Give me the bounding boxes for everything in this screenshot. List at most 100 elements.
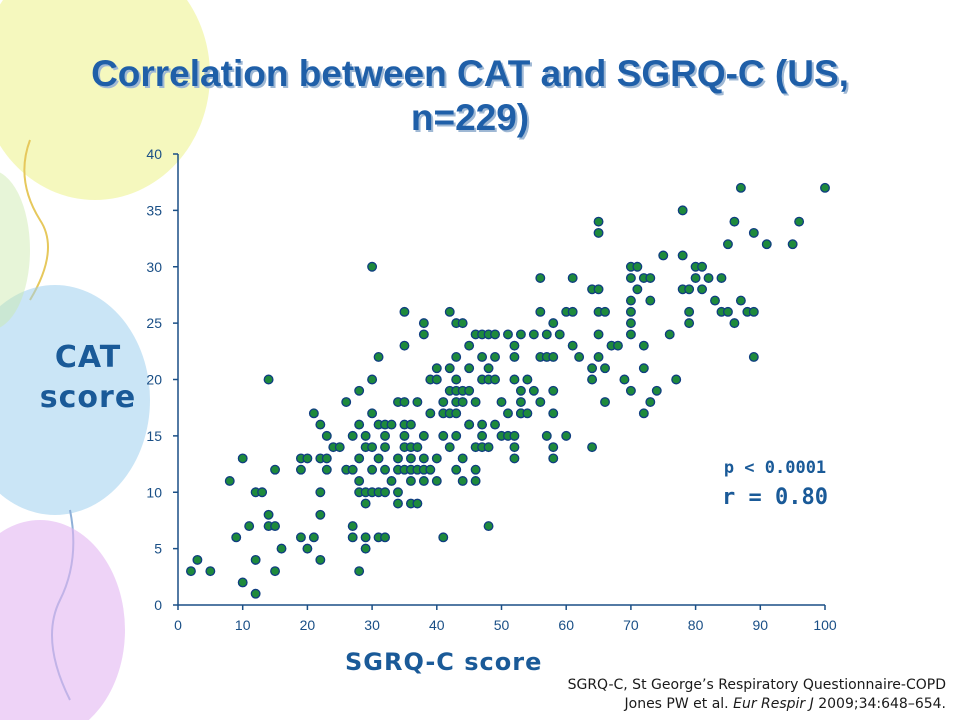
data-point [593, 284, 604, 295]
data-point [748, 306, 759, 317]
data-point [315, 419, 326, 430]
data-point [509, 430, 520, 441]
data-point [360, 498, 371, 509]
data-point [684, 284, 695, 295]
x-tick-label: 80 [688, 617, 704, 633]
data-point [354, 419, 365, 430]
data-point [490, 352, 500, 362]
data-point [541, 430, 552, 441]
data-point [380, 464, 390, 475]
data-point [535, 273, 546, 283]
citation-details: 2009;34:648–654. [818, 696, 946, 712]
data-point [477, 419, 488, 430]
data-point [748, 352, 759, 362]
data-point [522, 408, 533, 419]
data-point [671, 374, 682, 385]
citation: SGRQ-C, St George’s Respiratory Question… [568, 676, 946, 714]
data-point [587, 374, 598, 385]
x-tick-label: 50 [494, 617, 510, 633]
data-point [237, 453, 248, 464]
data-point [457, 453, 468, 464]
data-point [600, 397, 610, 408]
y-tick-label: 35 [146, 202, 162, 218]
data-point [302, 543, 313, 554]
data-point [347, 521, 358, 532]
data-point [185, 566, 196, 577]
data-point [735, 295, 746, 306]
data-point [393, 453, 403, 464]
data-point [321, 464, 332, 475]
data-point [438, 532, 449, 543]
data-point [664, 329, 675, 340]
data-point [625, 318, 636, 329]
y-tick-label: 10 [146, 484, 162, 500]
data-point [735, 182, 746, 193]
data-point [748, 227, 759, 238]
data-point [438, 397, 449, 408]
data-point [528, 385, 539, 396]
data-point [405, 476, 416, 486]
data-point [703, 273, 714, 283]
data-point [548, 318, 559, 329]
data-point [593, 329, 604, 340]
data-point [464, 419, 475, 430]
data-point [263, 509, 274, 520]
data-point [431, 363, 442, 374]
y-tick-label: 0 [154, 597, 162, 613]
data-point [373, 453, 384, 464]
citation-line-2: Jones PW et al. Eur Respir J 2009;34:648… [568, 695, 947, 714]
x-tick-label: 90 [753, 617, 769, 633]
data-point [412, 442, 423, 453]
data-point [451, 374, 462, 385]
data-point [418, 453, 429, 464]
data-point [205, 566, 216, 577]
data-point [574, 352, 585, 362]
data-point [483, 442, 494, 453]
data-point [470, 476, 481, 486]
data-point [541, 329, 552, 340]
data-point [270, 566, 281, 577]
x-tick-label: 40 [429, 617, 445, 633]
citation-authors: Jones PW et al. [624, 696, 729, 712]
data-point [451, 430, 462, 441]
data-point [399, 397, 410, 408]
data-point [470, 397, 481, 408]
balloon-yellow-icon [0, 0, 210, 301]
data-point [470, 464, 481, 475]
data-point [710, 295, 720, 306]
slide-title: Correlation between CAT and SGRQ-C (US, … [91, 53, 849, 138]
data-point [515, 329, 526, 340]
data-point [503, 329, 513, 340]
data-point [548, 453, 559, 464]
data-point [347, 430, 358, 441]
y-tick-label: 20 [146, 372, 162, 388]
data-point [315, 487, 326, 498]
data-point [457, 476, 468, 486]
data-point [625, 295, 636, 306]
data-point [528, 329, 539, 340]
data-point [632, 284, 643, 295]
data-point [380, 442, 390, 453]
data-point [237, 577, 248, 588]
data-point [360, 532, 371, 543]
data-point [464, 385, 475, 396]
data-point [613, 340, 623, 351]
data-point [587, 363, 598, 374]
data-point [787, 239, 798, 250]
data-point [276, 543, 287, 554]
data-point [561, 430, 572, 441]
data-point [270, 464, 281, 475]
data-point [509, 352, 520, 362]
data-point [697, 261, 708, 272]
p-value-annotation: p < 0.0001 [723, 458, 827, 478]
data-point [600, 306, 610, 317]
y-tick-label: 25 [146, 315, 162, 331]
data-point [477, 352, 488, 362]
data-point [224, 476, 235, 486]
x-tick-label: 30 [364, 617, 380, 633]
data-point [522, 374, 533, 385]
data-point [308, 532, 319, 543]
balloon-purple-icon [0, 520, 125, 720]
y-axis-title: CAT score [39, 340, 137, 415]
